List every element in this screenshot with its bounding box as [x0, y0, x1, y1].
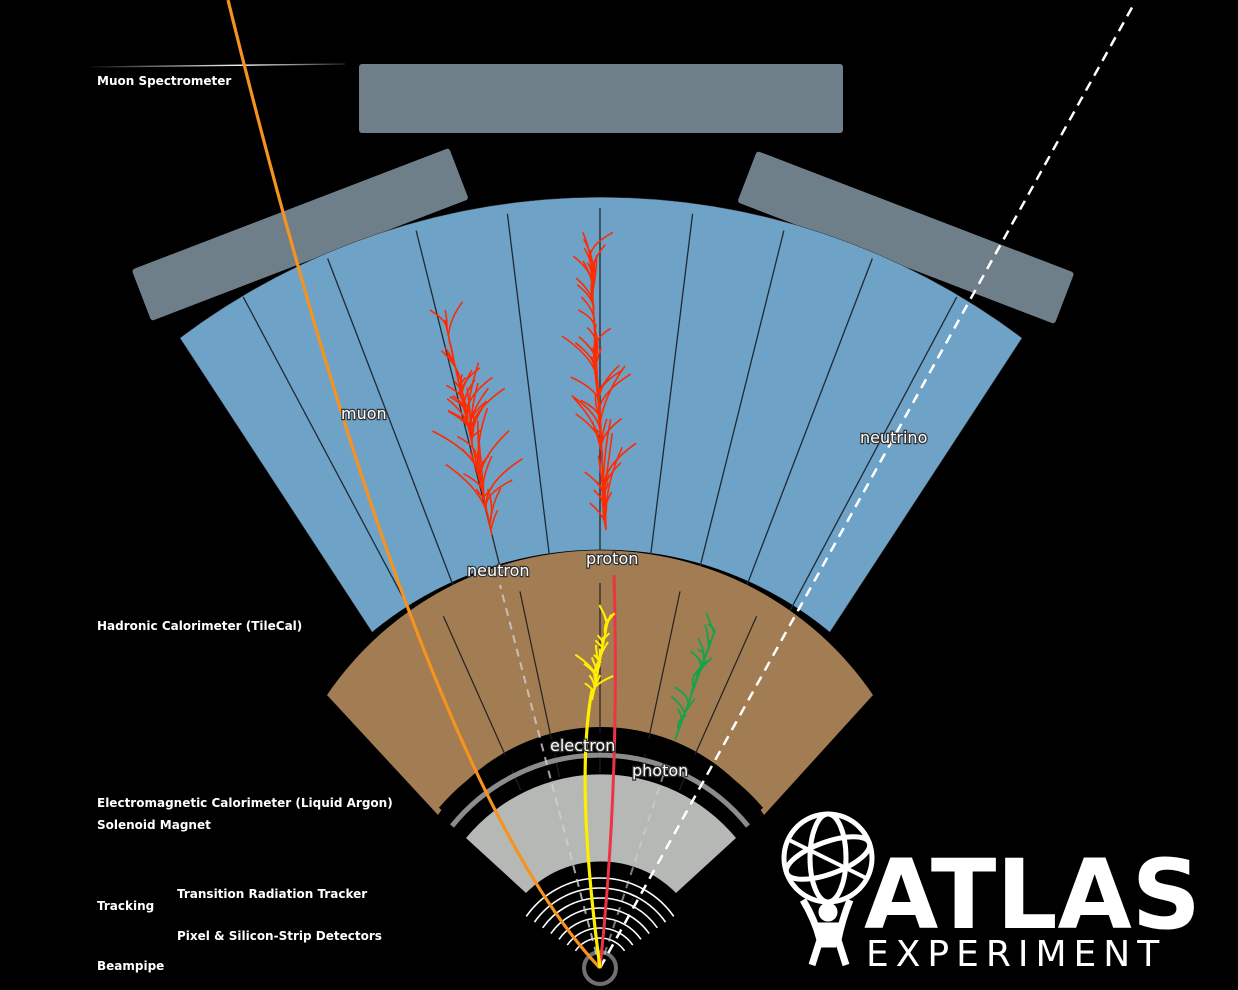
neutron-dashed-track: [499, 584, 601, 969]
neutron-shower-branch: [481, 455, 493, 489]
photon-shower-branch: [670, 695, 686, 714]
muon-spectrometer-chambers: [132, 64, 1074, 324]
hadronic-cell-divider: [642, 213, 694, 621]
photon-label: photon: [632, 761, 688, 780]
muon-chamber-left: [132, 148, 468, 321]
neutron-shower-branch: [467, 400, 488, 428]
neutron-label: neutron: [467, 561, 530, 580]
tracking-label: Tracking: [97, 899, 154, 913]
atlas-logo: ATLAS EXPERIMENT: [781, 811, 1201, 975]
beampipe-label: Beampipe: [97, 959, 164, 973]
muon-chamber-right: [738, 151, 1074, 324]
hadronic-cell-divider: [415, 230, 516, 629]
muon-track: [226, 0, 602, 970]
hadronic-cell-divider: [327, 258, 476, 642]
proton-shower-branch: [591, 254, 598, 293]
neutron-shower-branch: [465, 362, 480, 418]
photon-shower: [670, 612, 716, 741]
solenoid-magnet-label: Solenoid Magnet: [97, 818, 211, 832]
neutron-shower-branch: [485, 458, 523, 509]
muon-spectrometer-label: Muon Spectrometer: [97, 74, 231, 88]
neutron-shower-branch: [486, 488, 493, 525]
solenoid-gap-ring: [438, 733, 764, 819]
atlas-figure-icon: [781, 811, 875, 967]
proton-shower-branch-core: [589, 249, 607, 531]
inner-detector: [438, 733, 764, 986]
trt-label: Transition Radiation Tracker: [177, 887, 367, 901]
pixel-silicon-label: Pixel & Silicon-Strip Detectors: [177, 929, 382, 943]
electron-shower: [574, 604, 616, 701]
neutron-shower-branch: [460, 369, 473, 395]
photon-shower-branch-core: [674, 629, 716, 741]
hadronic-cell-divider: [763, 296, 958, 660]
neutrino-label: neutrino: [860, 428, 927, 447]
photon-dashed-track: [599, 769, 666, 969]
atlas-logo-subtitle: EXPERIMENT: [866, 934, 1166, 975]
particle-tracks: [226, 0, 1137, 970]
neutron-shower-branch: [461, 448, 485, 496]
proton-track: [598, 574, 617, 969]
neutron-shower-branch-core: [444, 319, 493, 536]
neutron-shower-branch: [469, 387, 506, 437]
electron-track: [583, 689, 602, 969]
neutron-shower: [429, 301, 523, 536]
neutron-shower-branch: [447, 301, 464, 336]
hadronic-cell-divider: [506, 213, 558, 621]
em-calorimeter-label: Electromagnetic Calorimeter (Liquid Argo…: [97, 796, 393, 810]
tracker-layer-arc: [525, 877, 675, 917]
proton-label: proton: [586, 549, 638, 568]
beampipe-ring: [582, 950, 618, 986]
trt-region: [466, 774, 736, 893]
particle-labels: muon neutrino neutron proton electron ph…: [340, 403, 929, 782]
neutrino-track: [598, 1, 1137, 969]
muon-chamber-top: [359, 64, 843, 133]
atlas-logo-title: ATLAS: [864, 839, 1201, 951]
detector-labels: Muon Spectrometer Hadronic Calorimeter (…: [97, 74, 393, 973]
muon-label: muon: [341, 404, 387, 423]
electron-shower-branch-core: [591, 619, 609, 701]
proton-shower: [561, 231, 637, 531]
label-lines: [89, 63, 580, 951]
tracker-layer-arc: [542, 897, 658, 929]
hadronic-cell-divider: [724, 258, 873, 642]
electron-label: electron: [550, 736, 615, 755]
tracker-layer-arc: [533, 887, 667, 923]
hadronic-cell-divider: [684, 230, 785, 629]
neutron-shower-branch: [476, 407, 489, 470]
photon-shower-branch: [705, 612, 715, 633]
hadronic-calorimeter-label: Hadronic Calorimeter (TileCal): [97, 619, 302, 633]
